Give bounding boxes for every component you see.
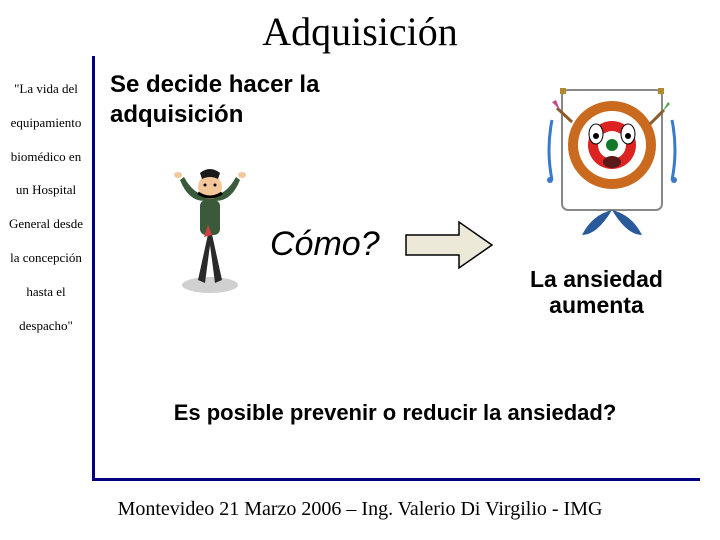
slide: Adquisición "La vida del equipamiento bi… [0, 0, 720, 540]
sidebar-line: despacho" [19, 318, 73, 333]
celebrating-man-icon [160, 165, 260, 295]
ansiedad-heading: La ansiedad aumenta [530, 266, 663, 319]
sidebar-line: equipamiento [11, 115, 82, 130]
sidebar-line: General desde [9, 216, 83, 231]
layout-horizontal-rule [92, 478, 700, 481]
sidebar-line: hasta el [26, 284, 65, 299]
dartboard-icon [542, 80, 682, 240]
question-heading: Es posible prevenir o reducir la ansieda… [100, 400, 690, 426]
ansiedad-line-1: La ansiedad [530, 266, 663, 292]
slide-title: Adquisición [0, 8, 720, 55]
footer-text: Montevideo 21 Marzo 2006 – Ing. Valerio … [0, 498, 720, 521]
arrow-right-icon [404, 220, 494, 270]
layout-vertical-rule [92, 56, 95, 480]
sidebar-line: "La vida del [14, 81, 78, 96]
ansiedad-line-2: aumenta [549, 292, 644, 318]
como-heading: Cómo? [270, 225, 380, 264]
sidebar-quote: "La vida del equipamiento biomédico en u… [0, 72, 92, 342]
sidebar-line: la concepción [10, 250, 82, 265]
decision-heading: Se decide hacer la adquisición [110, 70, 390, 130]
sidebar-line: un Hospital [16, 182, 76, 197]
sidebar-line: biomédico en [11, 149, 81, 164]
